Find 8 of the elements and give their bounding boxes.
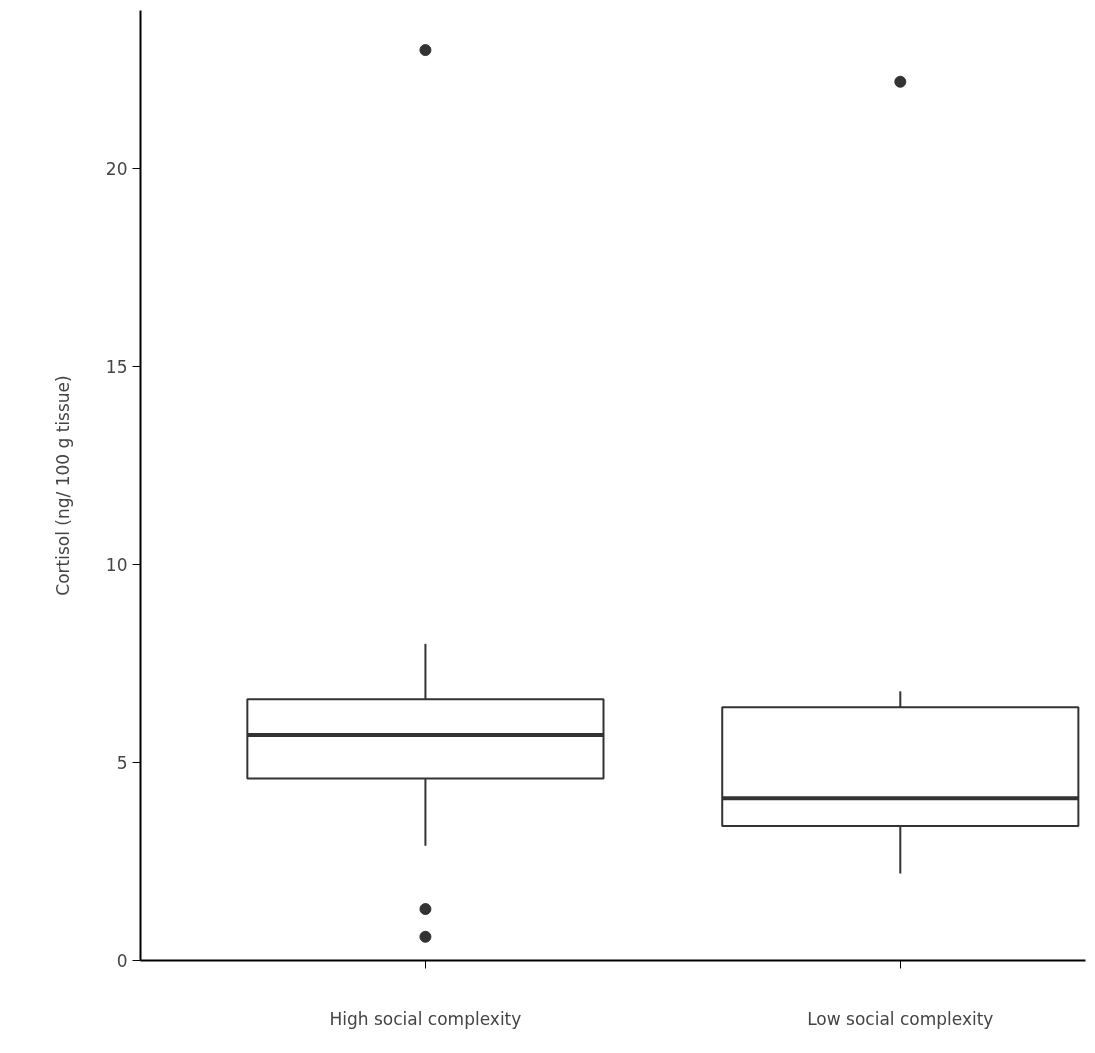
y-tick-label: 10: [105, 555, 128, 576]
y-tick-label: 0: [116, 951, 128, 971]
y-tick-label: 5: [116, 753, 128, 774]
y-axis-title: Cortisol (ng/ 100 g tissue): [52, 375, 73, 596]
y-tick-label: 15: [105, 357, 128, 378]
x-tick-label: Low social complexity: [807, 1008, 994, 1029]
y-tick-label: 20: [105, 159, 128, 180]
x-tick-label: High social complexity: [329, 1008, 522, 1029]
